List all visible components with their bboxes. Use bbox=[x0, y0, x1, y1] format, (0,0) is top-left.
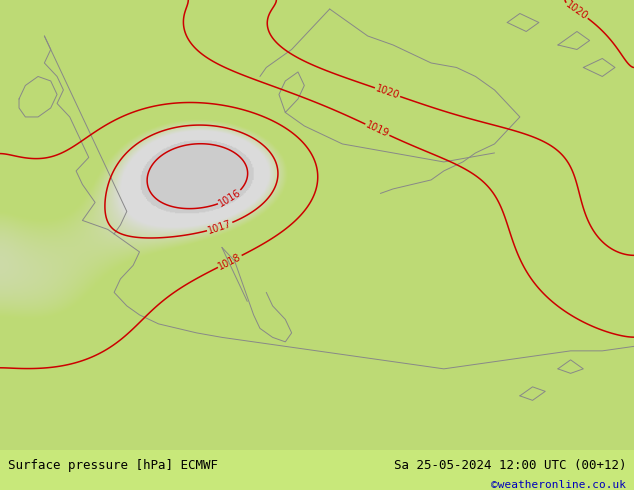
Text: ©weatheronline.co.uk: ©weatheronline.co.uk bbox=[491, 480, 626, 490]
Text: Surface pressure [hPa] ECMWF: Surface pressure [hPa] ECMWF bbox=[8, 459, 217, 471]
Text: 1016: 1016 bbox=[217, 188, 243, 209]
Text: 1017: 1017 bbox=[207, 219, 233, 236]
Text: Sa 25-05-2024 12:00 UTC (00+12): Sa 25-05-2024 12:00 UTC (00+12) bbox=[394, 459, 626, 471]
Text: 1018: 1018 bbox=[217, 251, 243, 271]
Text: 1019: 1019 bbox=[364, 120, 391, 140]
Text: 1020: 1020 bbox=[564, 0, 590, 22]
Text: 1020: 1020 bbox=[374, 83, 401, 101]
